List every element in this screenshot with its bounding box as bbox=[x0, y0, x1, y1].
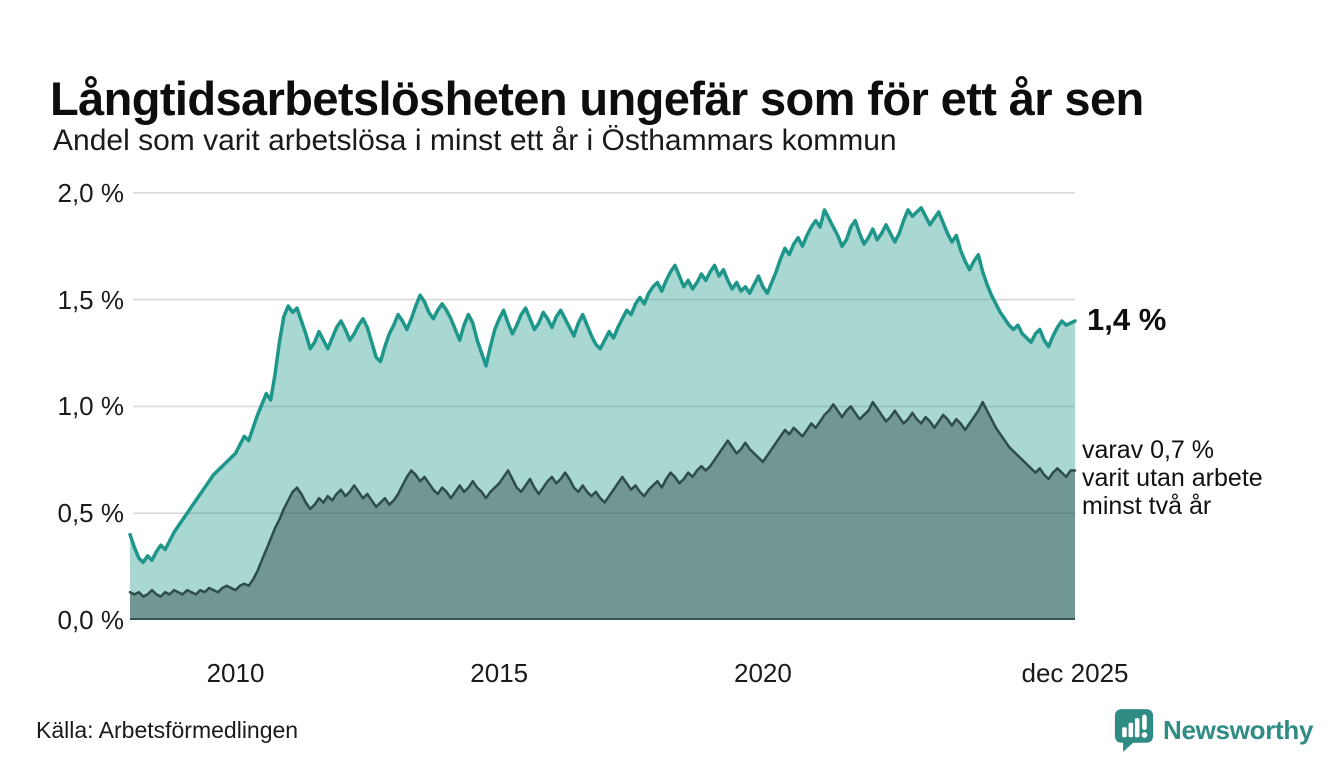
newsworthy-icon bbox=[1114, 709, 1154, 752]
x-tick-label: 2020 bbox=[734, 658, 792, 688]
long-term-area-line bbox=[128, 206, 1077, 565]
source-label: Källa: Arbetsförmedlingen bbox=[36, 717, 299, 743]
brand-name: Newsworthy bbox=[1163, 714, 1314, 745]
x-tick-label: dec 2025 bbox=[1021, 658, 1129, 688]
very-long-term-area-line bbox=[128, 400, 1077, 598]
x-tick-label: 2010 bbox=[206, 658, 265, 688]
long-term-area-fill bbox=[130, 207, 1075, 621]
y-tick-label: 0,0 % bbox=[57, 605, 125, 635]
chart-subtitle: Andel som varit arbetslösa i minst ett å… bbox=[53, 124, 897, 157]
secondary-annotation-line: minst två år bbox=[1082, 492, 1212, 520]
secondary-annotation: varav 0,7 % varit utan arbete minst två … bbox=[1082, 436, 1263, 520]
brand-logo: Newsworthy bbox=[1114, 708, 1313, 752]
y-tick-label: 2,0 % bbox=[57, 177, 125, 208]
y-tick-label: 0,5 % bbox=[57, 498, 125, 529]
page-title: Långtidsarbetslösheten ungefär som för e… bbox=[50, 72, 1144, 126]
secondary-annotation-line: varav 0,7 % bbox=[1082, 436, 1215, 464]
x-tick-label: 2015 bbox=[470, 658, 529, 688]
very-long-term-area-fill bbox=[130, 402, 1075, 620]
latest-value-label: 1,4 % bbox=[1087, 302, 1167, 337]
secondary-annotation-line: varit utan arbete bbox=[1082, 464, 1263, 492]
y-tick-label: 1,0 % bbox=[57, 391, 125, 422]
y-tick-label: 1,5 % bbox=[57, 284, 125, 315]
